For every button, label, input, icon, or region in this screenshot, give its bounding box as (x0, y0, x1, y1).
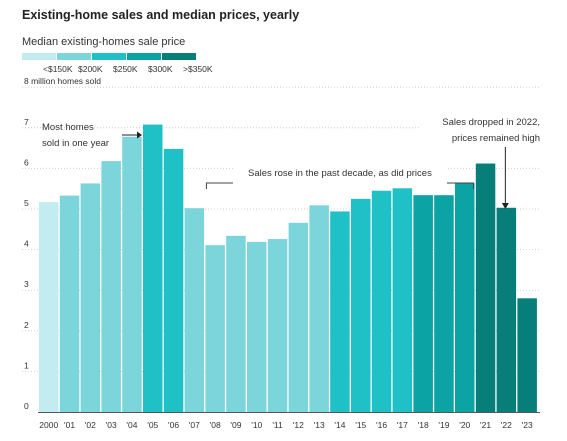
legend-swatches (22, 53, 196, 60)
x-tick-label: '06 (168, 420, 179, 430)
annotations: Most homes sold in one year Sales rose in … (42, 112, 544, 209)
x-tick-label: '22 (501, 420, 512, 430)
x-tick-label: '11 (272, 420, 283, 430)
y-tick-label: 6 (24, 157, 29, 167)
legend-swatch (127, 53, 161, 60)
legend-label: <$150K (43, 64, 73, 74)
x-tick-label: '12 (293, 420, 304, 430)
bar (122, 136, 142, 412)
bar (226, 235, 246, 412)
bars (39, 124, 537, 413)
x-tick-label: '07 (189, 420, 200, 430)
bar (247, 241, 267, 412)
bar (496, 207, 517, 412)
annotation-arrowhead (137, 131, 142, 139)
x-tick-label: '05 (147, 420, 158, 430)
annotation-sales-dropped: Sales dropped in 2022, (442, 117, 540, 128)
bar (184, 208, 205, 412)
bar (351, 198, 371, 412)
x-tick-label: '04 (126, 420, 137, 430)
x-tick-label: '16 (376, 420, 387, 430)
x-tick-label: '03 (106, 420, 117, 430)
legend-label: $250K (113, 64, 138, 74)
bar (143, 124, 163, 412)
bar (101, 161, 121, 412)
x-tick-label: '20 (459, 420, 470, 430)
bar (392, 188, 413, 412)
y-tick-label: 7 (24, 117, 29, 127)
x-tick-label: '02 (85, 420, 96, 430)
y-tick-label: 1 (24, 360, 29, 370)
x-tick-label: '14 (334, 420, 345, 430)
x-tick-label: '13 (314, 420, 325, 430)
legend-swatch (92, 53, 126, 60)
bar (434, 195, 454, 412)
bar (475, 163, 496, 412)
legend-label: $200K (78, 64, 103, 74)
x-tick-label: '08 (210, 420, 221, 430)
bar (163, 148, 184, 413)
annotation-label-bg (420, 112, 544, 144)
x-tick-label: '17 (397, 420, 408, 430)
x-tick-labels: 2000 '01 '02 '03 '04 '05 '06 '07 '08 '09 '10 '11 '12… (39, 420, 533, 430)
y-tick-label: 5 (24, 198, 29, 208)
bar (205, 245, 225, 412)
bar (455, 183, 475, 412)
x-tick-label: '18 (418, 420, 429, 430)
legend-swatch (57, 53, 91, 60)
legend-swatch (162, 53, 196, 60)
legend-label: >$350K (183, 64, 213, 74)
x-tick-label: '15 (355, 420, 366, 430)
annotation-sales-rose: Sales rose in the past decade, as did pr… (248, 168, 432, 179)
bar (371, 190, 392, 412)
annotation-label-bg (232, 164, 447, 188)
bar (267, 239, 288, 412)
bar (517, 298, 537, 412)
x-tick-label: '01 (64, 420, 75, 430)
x-tick-label: '23 (522, 420, 533, 430)
y-tick-label: 0 (24, 401, 29, 411)
x-tick-label: '19 (438, 420, 449, 430)
bar (39, 202, 59, 412)
legend-swatch (22, 53, 56, 60)
x-tick-label: 2000 (39, 420, 58, 430)
bar (80, 183, 101, 412)
annotation-most-homes: Most homes (42, 122, 94, 133)
bar (309, 205, 329, 412)
y-tick-label: 2 (24, 320, 29, 330)
x-tick-label: '10 (251, 420, 262, 430)
y-tick-label: 8 million homes sold (24, 76, 101, 86)
y-tick-label: 3 (24, 279, 29, 289)
chart-title: Existing-home sales and median prices, y… (22, 8, 300, 22)
bar (413, 195, 433, 412)
y-tick-labels: 0 1 2 3 4 5 6 7 8 million homes sold (24, 76, 101, 411)
annotation-most-homes: sold in one year (42, 138, 109, 149)
annotation-sales-dropped: prices remained high (452, 133, 540, 144)
legend-title: Median existing-homes sale price (22, 36, 186, 48)
bar (288, 222, 309, 412)
bar (59, 195, 80, 412)
x-tick-label: '09 (230, 420, 241, 430)
bar (330, 211, 350, 412)
y-tick-label: 4 (24, 239, 29, 249)
annotation-arrowhead (501, 203, 509, 209)
legend-label: $300K (148, 64, 173, 74)
x-tick-label: '21 (480, 420, 491, 430)
